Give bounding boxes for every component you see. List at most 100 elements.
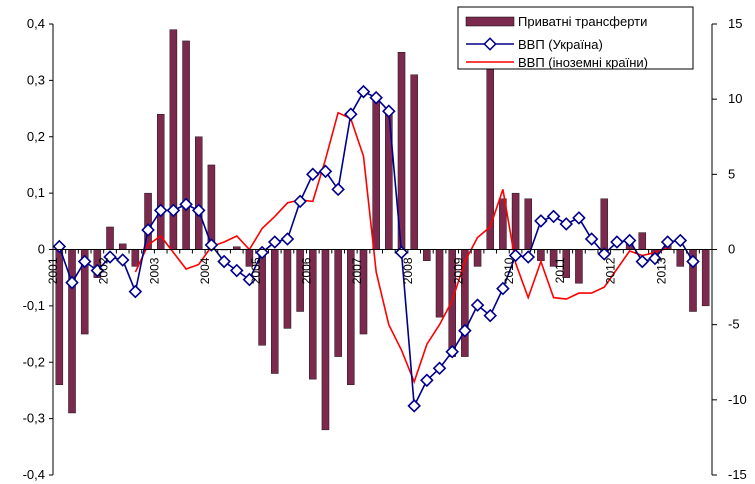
data-point [179, 197, 193, 212]
year-label: 2005 [249, 257, 263, 284]
data-point [217, 254, 231, 269]
data-point [508, 248, 523, 263]
bar [537, 249, 545, 261]
bar [423, 249, 431, 261]
data-point [52, 239, 67, 254]
bar [334, 249, 342, 357]
data-point [331, 182, 345, 197]
data-point [318, 164, 333, 179]
bar [271, 249, 279, 374]
year-label: 2004 [198, 257, 212, 284]
year-label: 2013 [654, 257, 668, 284]
data-point [204, 238, 219, 252]
data-point [128, 284, 143, 299]
data-point [77, 254, 92, 269]
year-label: 2009 [452, 257, 466, 284]
data-point [470, 298, 485, 312]
data-point [610, 235, 624, 249]
y-right-tick-label: -15 [728, 467, 747, 482]
data-point [458, 323, 472, 338]
data-point [445, 344, 459, 359]
bar [182, 40, 190, 250]
data-point [242, 272, 257, 287]
data-point [686, 254, 700, 269]
y-right-tick-label: -5 [728, 317, 740, 332]
data-point [65, 275, 79, 290]
y-left-tick-label: -0,2 [23, 354, 45, 369]
y-left-tick-label: -0,3 [23, 411, 45, 426]
y-left-tick-label: -0,1 [23, 298, 45, 313]
data-point [546, 209, 561, 224]
data-point [648, 251, 662, 266]
bar [638, 232, 647, 250]
data-point [407, 399, 421, 413]
y-right-tick-label: 0 [728, 242, 735, 257]
bar-series-private-transfers [55, 29, 710, 431]
data-point [432, 361, 447, 376]
legend-label-gdp-ukraine: ВВП (Україна) [518, 37, 603, 52]
line-series [52, 84, 700, 413]
legend: Приватні трансферти ВВП (Україна) ВВП (і… [457, 6, 694, 70]
y-left-tick-label: 0 [38, 242, 45, 257]
legend-swatch-private-transfers [465, 16, 515, 27]
legend-label-gdp-foreign: ВВП (іноземні країни) [518, 55, 648, 70]
legend-marker-gdp-ukraine [483, 37, 497, 51]
year-label: 2002 [97, 257, 111, 284]
bar [385, 108, 393, 250]
bar [321, 249, 330, 431]
year-label: 2003 [147, 257, 161, 284]
data-point [559, 217, 574, 231]
bar [701, 249, 710, 307]
tick-labels: 0,4 0,3 0,2 0,1 0 -0,1 -0,2 -0,3 -0,4 15 10 5 0 -5 -10… [23, 16, 747, 482]
data-point [280, 232, 295, 246]
year-label: 2011 [553, 257, 567, 283]
bar [118, 243, 127, 250]
data-point [166, 203, 181, 218]
data-point [635, 254, 650, 269]
legend-label-private-transfers: Приватні трансферти [518, 14, 647, 29]
y-left-tick-label: 0,4 [27, 16, 45, 31]
data-point [153, 203, 168, 218]
data-point [394, 245, 409, 260]
bar [473, 249, 482, 267]
data-point [90, 263, 105, 278]
year-label: 2008 [401, 257, 415, 284]
bar [410, 74, 418, 250]
bar [156, 113, 165, 250]
data-point [660, 235, 675, 249]
data-point [344, 107, 358, 121]
year-labels: 2001 2002 2003 2004 2005 2006 2007 2008 2009 2010… [46, 257, 668, 284]
series-line [134, 111, 668, 385]
bar [511, 192, 520, 250]
bar [524, 198, 532, 250]
bar [435, 249, 444, 318]
year-label: 2007 [350, 257, 364, 284]
data-point [229, 263, 244, 278]
data-point [673, 233, 688, 248]
y-right-tick-label: 15 [728, 16, 742, 31]
data-point [572, 211, 586, 225]
y-right-tick-label: 5 [728, 166, 735, 181]
y-right-tick-label: 10 [728, 91, 742, 106]
year-label: 2006 [299, 257, 313, 284]
bar [194, 136, 203, 250]
data-point [141, 223, 155, 237]
y-left-tick-label: 0,3 [27, 72, 45, 87]
data-point [356, 84, 371, 99]
year-label: 2001 [46, 257, 60, 284]
bar [131, 249, 140, 267]
y-left-tick-label: -0,4 [23, 467, 45, 482]
axes [49, 23, 717, 476]
bar [676, 249, 685, 267]
bar [283, 249, 292, 329]
data-point [191, 203, 206, 218]
y-left-tick-label: 0,2 [27, 129, 45, 144]
data-point [293, 194, 307, 209]
data-point [496, 281, 510, 296]
bar [575, 249, 583, 284]
bar [372, 97, 380, 250]
data-point [483, 308, 498, 323]
data-point [622, 233, 637, 248]
data-point [382, 104, 396, 118]
